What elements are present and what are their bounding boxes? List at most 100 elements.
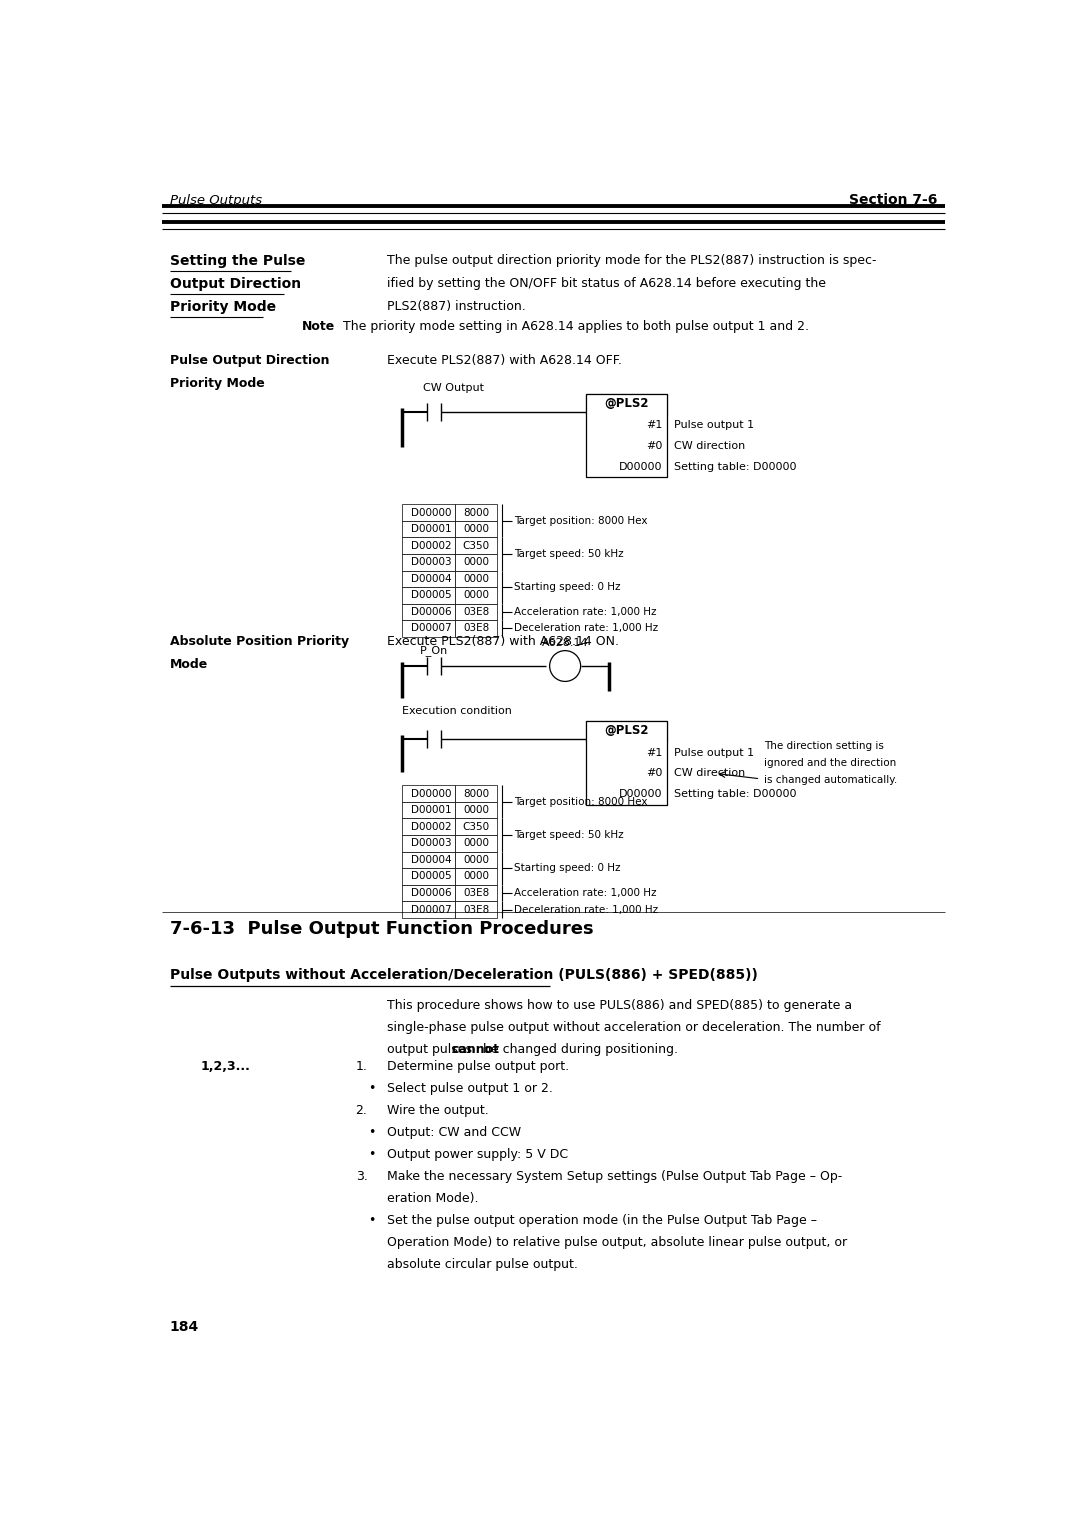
Bar xyxy=(586,394,667,415)
Bar xyxy=(455,785,497,802)
Text: A628.14: A628.14 xyxy=(542,638,589,649)
Text: single-phase pulse output without acceleration or deceleration. The number of: single-phase pulse output without accele… xyxy=(387,1020,880,1034)
Text: 0000: 0000 xyxy=(463,805,489,815)
Text: The priority mode setting in A628.14 applies to both pulse output 1 and 2.: The priority mode setting in A628.14 app… xyxy=(342,319,809,333)
Text: Pulse Outputs: Pulse Outputs xyxy=(170,194,262,208)
Text: be changed during positioning.: be changed during positioning. xyxy=(480,1043,678,1055)
Text: D00007: D00007 xyxy=(410,623,451,634)
Text: Pulse output 1: Pulse output 1 xyxy=(674,748,755,757)
Text: cannot: cannot xyxy=(451,1043,499,1055)
Text: #1: #1 xyxy=(647,748,663,757)
Bar xyxy=(586,742,667,764)
Bar xyxy=(403,603,455,620)
Text: CW Output: CW Output xyxy=(423,383,484,392)
Bar xyxy=(455,571,497,586)
Text: Starting speed: 0 Hz: Starting speed: 0 Hz xyxy=(514,863,621,873)
Bar xyxy=(586,764,667,783)
Text: is changed automatically.: is changed automatically. xyxy=(765,776,897,785)
Text: Priority Mode: Priority Mode xyxy=(170,301,276,315)
Bar xyxy=(455,538,497,554)
Text: 7-6-13  Pulse Output Function Procedures: 7-6-13 Pulse Output Function Procedures xyxy=(170,921,594,938)
Text: Mode: Mode xyxy=(170,658,208,670)
Text: •: • xyxy=(368,1214,375,1226)
Text: PLS2(887) instruction.: PLS2(887) instruction. xyxy=(387,299,526,313)
Text: D00006: D00006 xyxy=(410,889,451,898)
Text: P_On: P_On xyxy=(420,644,448,657)
Text: Deceleration rate: 1,000 Hz: Deceleration rate: 1,000 Hz xyxy=(514,904,658,915)
Text: Absolute Position Priority: Absolute Position Priority xyxy=(170,635,349,649)
Text: #1: #1 xyxy=(647,420,663,431)
Bar xyxy=(455,620,497,637)
Text: Setting table: D00000: Setting table: D00000 xyxy=(674,463,797,472)
Text: 03E8: 03E8 xyxy=(463,904,489,915)
Bar xyxy=(455,521,497,538)
Text: D00006: D00006 xyxy=(410,606,451,617)
Text: D00002: D00002 xyxy=(410,822,451,832)
Circle shape xyxy=(550,651,581,681)
Text: 0000: 0000 xyxy=(463,524,489,534)
Text: Priority Mode: Priority Mode xyxy=(170,377,265,389)
Bar xyxy=(586,721,667,742)
Text: Determine pulse output port.: Determine pulse output port. xyxy=(387,1060,569,1073)
Text: This procedure shows how to use PULS(886) and SPED(885) to generate a: This procedure shows how to use PULS(886… xyxy=(387,999,852,1012)
Text: Output Direction: Output Direction xyxy=(170,278,301,292)
Text: @PLS2: @PLS2 xyxy=(605,724,649,738)
Text: 03E8: 03E8 xyxy=(463,606,489,617)
Bar xyxy=(403,869,455,884)
Bar xyxy=(455,802,497,818)
Text: Make the necessary System Setup settings (Pulse Output Tab Page – Op-: Make the necessary System Setup settings… xyxy=(387,1170,842,1183)
Text: •: • xyxy=(368,1125,375,1139)
Bar xyxy=(455,884,497,901)
Text: Set the pulse output operation mode (in the Pulse Output Tab Page –: Set the pulse output operation mode (in … xyxy=(387,1214,816,1226)
Bar xyxy=(455,869,497,884)
Text: Target position: 8000 Hex: Target position: 8000 Hex xyxy=(514,797,648,806)
Text: D00001: D00001 xyxy=(410,524,451,534)
Text: •: • xyxy=(368,1083,375,1095)
Text: Starting speed: 0 Hz: Starting speed: 0 Hz xyxy=(514,582,621,592)
Text: D00003: D00003 xyxy=(410,557,451,567)
Bar xyxy=(455,504,497,521)
Text: ified by setting the ON/OFF bit status of A628.14 before executing the: ified by setting the ON/OFF bit status o… xyxy=(387,276,826,290)
Text: D00001: D00001 xyxy=(410,805,451,815)
Bar xyxy=(455,835,497,852)
Text: Target speed: 50 kHz: Target speed: 50 kHz xyxy=(514,550,623,559)
Text: Output power supply: 5 V DC: Output power supply: 5 V DC xyxy=(387,1148,568,1161)
Text: eration Mode).: eration Mode). xyxy=(387,1193,478,1205)
Text: CW direction: CW direction xyxy=(674,768,745,779)
Text: 03E8: 03E8 xyxy=(463,623,489,634)
Text: Setting the Pulse: Setting the Pulse xyxy=(170,253,306,269)
Text: Output: CW and CCW: Output: CW and CCW xyxy=(387,1125,521,1139)
Text: 2.: 2. xyxy=(355,1104,367,1118)
Text: Execute PLS2(887) with A628.14 ON.: Execute PLS2(887) with A628.14 ON. xyxy=(387,635,619,649)
Text: @PLS2: @PLS2 xyxy=(605,397,649,409)
Bar xyxy=(403,818,455,835)
Text: 0000: 0000 xyxy=(463,838,489,849)
Bar xyxy=(586,415,667,435)
Text: D00000: D00000 xyxy=(410,507,451,518)
Bar xyxy=(403,802,455,818)
Text: Pulse Outputs without Acceleration/Deceleration (PULS(886) + SPED(885)): Pulse Outputs without Acceleration/Decel… xyxy=(170,968,758,982)
Text: C350: C350 xyxy=(462,822,489,832)
Text: 3.: 3. xyxy=(355,1170,367,1183)
Text: D00005: D00005 xyxy=(410,872,451,881)
Bar xyxy=(403,571,455,586)
Text: 1.: 1. xyxy=(355,1060,367,1073)
Text: Acceleration rate: 1,000 Hz: Acceleration rate: 1,000 Hz xyxy=(514,606,657,617)
Bar xyxy=(455,818,497,835)
Text: 0000: 0000 xyxy=(463,855,489,864)
Text: The pulse output direction priority mode for the PLS2(887) instruction is spec-: The pulse output direction priority mode… xyxy=(387,253,876,267)
Text: Deceleration rate: 1,000 Hz: Deceleration rate: 1,000 Hz xyxy=(514,623,658,634)
Bar xyxy=(403,852,455,869)
Text: 184: 184 xyxy=(170,1321,199,1335)
Bar xyxy=(455,901,497,918)
Text: The direction setting is: The direction setting is xyxy=(765,741,885,751)
Text: D00000: D00000 xyxy=(410,788,451,799)
Text: Wire the output.: Wire the output. xyxy=(387,1104,488,1118)
Text: •: • xyxy=(368,1148,375,1161)
Text: 8000: 8000 xyxy=(463,507,489,518)
Text: #0: #0 xyxy=(647,441,663,450)
Bar xyxy=(586,783,667,805)
Bar xyxy=(586,457,667,478)
Text: D00007: D00007 xyxy=(410,904,451,915)
Text: D00004: D00004 xyxy=(410,855,451,864)
